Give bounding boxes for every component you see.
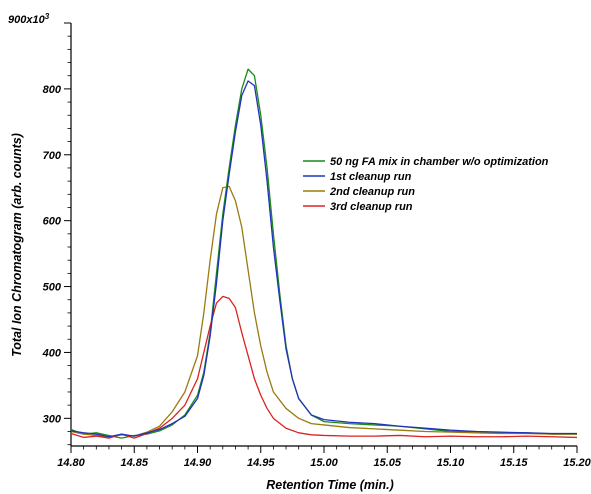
x-axis-title: Retention Time (min.)	[266, 478, 394, 492]
legend-label-1: 50 ng FA mix in chamber w/o optimization	[330, 156, 549, 168]
axes: 14.80 14.85 14.90 14.95 15.00 15.05 15.10 15.15…	[42, 22, 591, 469]
x-tick-label: 14.95	[247, 457, 275, 469]
x-tick-label: 15.20	[563, 457, 591, 469]
y-axis-title: Total Ion Chromatogram (arb. counts)	[10, 133, 24, 357]
legend-label-2: 1st cleanup run	[330, 171, 412, 183]
y-tick-label: 300	[43, 413, 62, 425]
y-tick-label: 800	[43, 84, 62, 96]
y-tick-label: 400	[42, 347, 62, 359]
y-tick-label: 600	[43, 216, 62, 228]
x-tick-label: 15.00	[310, 457, 338, 469]
x-tick-label: 14.85	[120, 457, 148, 469]
y-tick-label: 700	[43, 150, 62, 162]
x-tick-label: 15.10	[437, 457, 465, 469]
x-tick-label: 14.90	[184, 457, 212, 469]
series-line-4	[70, 295, 578, 439]
series-line-3	[70, 185, 577, 438]
x-tick-label: 15.05	[373, 457, 401, 469]
x-tick-label: 15.15	[500, 457, 528, 469]
legend: 50 ng FA mix in chamber w/o optimization…	[303, 156, 549, 213]
y-unit-label: 900x103	[8, 12, 50, 27]
series-line-2	[70, 80, 577, 438]
series-layer	[70, 68, 578, 439]
series-line-1	[70, 68, 577, 439]
legend-label-3: 2nd cleanup run	[329, 186, 415, 198]
x-tick-label: 14.80	[57, 457, 85, 469]
y-tick-label: 500	[43, 282, 62, 294]
legend-label-4: 3rd cleanup run	[330, 201, 413, 213]
